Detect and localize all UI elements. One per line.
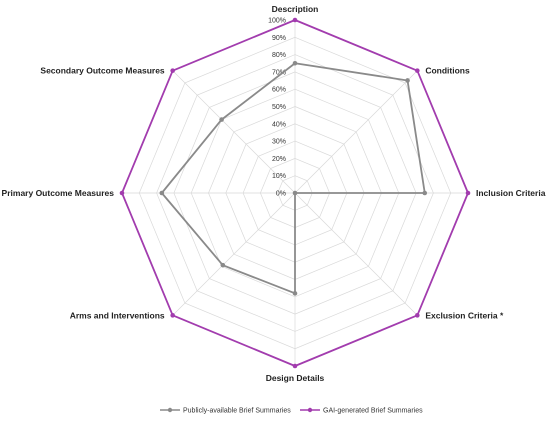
tick-label: 20% xyxy=(272,156,286,163)
data-point xyxy=(170,68,175,73)
category-label: Exclusion Criteria * xyxy=(425,310,504,320)
data-point xyxy=(292,291,298,296)
tick-label: 100% xyxy=(268,18,286,25)
legend-swatch-marker xyxy=(307,407,313,413)
tick-label: 80% xyxy=(272,52,286,59)
grid-spoke xyxy=(294,70,418,194)
legend-label: Publicly-available Brief Summaries xyxy=(183,408,291,415)
data-point xyxy=(219,117,224,122)
category-label: Description xyxy=(272,4,319,14)
series xyxy=(159,60,428,296)
category-label: Arms and Interventions xyxy=(70,310,165,320)
legend-label: GAI-generated Brief Summaries xyxy=(323,408,423,415)
grid-spoke xyxy=(172,192,296,316)
tick-label: 30% xyxy=(272,139,286,146)
data-point xyxy=(119,190,125,196)
category-label: Design Details xyxy=(266,373,325,383)
data-point xyxy=(465,190,471,196)
data-point xyxy=(292,190,298,196)
data-series xyxy=(119,17,471,369)
legend-swatch-marker xyxy=(167,407,173,413)
tick-label: 60% xyxy=(272,87,286,94)
series xyxy=(119,17,471,369)
data-point xyxy=(292,363,298,369)
data-point xyxy=(415,313,420,318)
category-axis-labels: Description Conditions Inclusion Criteria E… xyxy=(2,4,546,383)
data-point xyxy=(422,190,428,196)
data-point xyxy=(405,78,410,83)
grid-spoke xyxy=(294,192,418,316)
data-point xyxy=(292,17,298,23)
data-point xyxy=(220,262,226,268)
tick-label: 10% xyxy=(272,173,286,180)
tick-label: 40% xyxy=(272,121,286,128)
legend: Publicly-available Brief Summaries GAI-ge… xyxy=(160,408,423,415)
category-label: Primary Outcome Measures xyxy=(2,188,115,198)
tick-label: 70% xyxy=(272,69,286,76)
legend-item: GAI-generated Brief Summaries xyxy=(300,408,423,415)
grid-spoke xyxy=(172,70,296,194)
category-label: Conditions xyxy=(425,66,470,76)
tick-label: 90% xyxy=(272,35,286,42)
data-point xyxy=(415,68,420,73)
category-label: Secondary Outcome Measures xyxy=(40,66,165,76)
legend-item: Publicly-available Brief Summaries xyxy=(160,408,291,415)
radial-tick-labels: 0% 10% 20% 30% 40% 50% 60% 70% 80% 90% 100% xyxy=(268,18,286,198)
tick-label: 50% xyxy=(272,104,286,111)
tick-label: 0% xyxy=(276,191,286,198)
data-point xyxy=(170,313,175,318)
data-point xyxy=(292,60,298,66)
category-label: Inclusion Criteria xyxy=(476,188,546,198)
data-point xyxy=(159,190,165,196)
